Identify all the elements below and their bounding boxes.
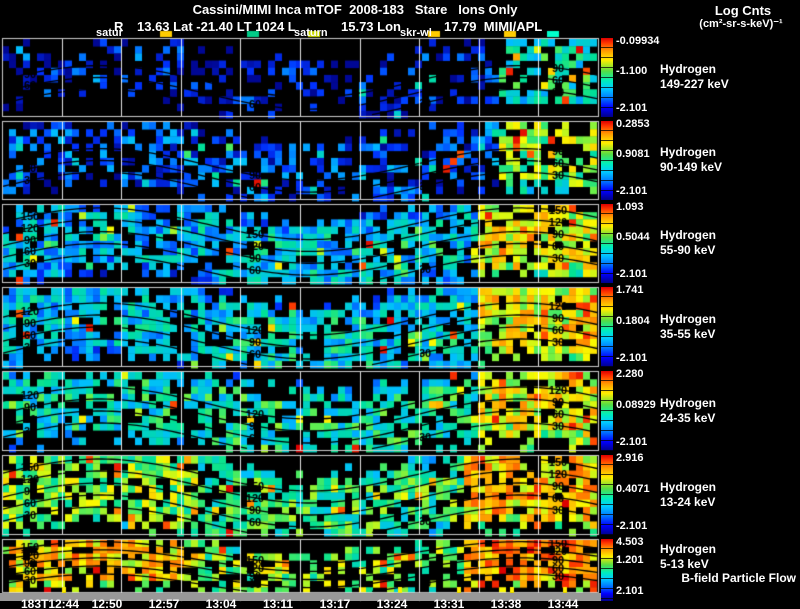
colorbar-units: (cm²-sr-s-keV)⁻¹ [699,18,783,30]
cb7-top: 4.503 [616,536,644,548]
panel1-energy: 149-227 keV [660,77,729,91]
cb1-mid: -1.100 [616,65,648,77]
cb2-mid: 0.9081 [616,148,650,160]
panel4-energy: 35-55 keV [660,327,716,341]
colorbar-panel-2 [601,121,613,200]
cb5-bottom: -2.101 [616,436,648,448]
panel7-energy: 5-13 keV [660,557,709,571]
panel6-species: Hydrogen [660,480,717,494]
time-tick-7: 13:31 [433,597,465,609]
cb2-top: 0.2853 [616,118,650,130]
bfield-flow-bar [0,593,601,601]
panel5-species: Hydrogen [660,396,717,410]
cb4-mid: 0.1804 [616,315,650,327]
panel3-species: Hydrogen [660,228,717,242]
panel6-energy: 13-24 keV [660,495,716,509]
bfield-flow-label: B-field Particle Flow [681,571,796,585]
cb7-mid: 1.201 [616,554,644,566]
time-tick-6: 13:24 [376,597,408,609]
cb4-top: 1.741 [616,284,644,296]
cb1-top: -0.09934 [616,35,660,47]
cb5-top: 2.280 [616,368,644,380]
panel2-species: Hydrogen [660,145,717,159]
colorbar-title: Log Cnts [714,3,772,18]
cb5-mid: 0.08929 [616,399,656,411]
cb6-mid: 0.4071 [616,483,650,495]
cb6-bottom: -2.101 [616,520,648,532]
strip-label-satur: satur [96,27,123,39]
strip-label-saturn: saturn [294,27,328,39]
ephemeris-lon: 15.73 Lon [341,19,401,34]
panel2-energy: 90-149 keV [660,160,723,174]
colorbar-panel-7 [601,539,613,601]
panel3-energy: 55-90 keV [660,243,716,257]
cb6-top: 2.916 [616,452,644,464]
colorbar-panel-4 [601,287,613,367]
time-tick-9: 13:44 [547,597,579,609]
panel1-species: Hydrogen [660,62,717,76]
strip-label-skr-wl: skr-wl [400,27,432,39]
colorbar-panel-6 [601,455,613,535]
panel5-energy: 24-35 keV [660,411,716,425]
panel7-species: Hydrogen [660,542,717,556]
panel4-species: Hydrogen [660,312,717,326]
colorbar-panel-1 [601,38,613,117]
cb3-mid: 0.5044 [616,231,650,243]
ephemeris-values: 13.63 Lat -21.40 LT 1024 L [137,19,296,34]
cb3-bottom: -2.101 [616,268,648,280]
cb7-bottom: 2.101 [616,585,644,597]
time-tick-1: 12:50 [91,597,123,609]
time-tick-0: 183T12:44 [20,597,80,609]
colorbar-panel-3 [601,204,613,283]
colorbar-panel-5 [601,371,613,451]
ephemeris-mimi-apl: 17.79 MIMI/APL [444,19,543,34]
ephemeris-r-label: R [114,19,124,34]
time-tick-4: 13:11 [262,597,294,609]
time-tick-2: 12:57 [148,597,180,609]
time-tick-5: 13:17 [319,597,351,609]
cb2-bottom: -2.101 [616,185,648,197]
time-tick-3: 13:04 [205,597,237,609]
cb4-bottom: -2.101 [616,352,648,364]
cb3-top: 1.093 [616,201,644,213]
plot-title: Cassini/MIMI Inca mTOF 2008-183 Stare Io… [192,2,518,17]
cb1-bottom: -2.101 [616,102,648,114]
time-tick-8: 13:38 [490,597,522,609]
